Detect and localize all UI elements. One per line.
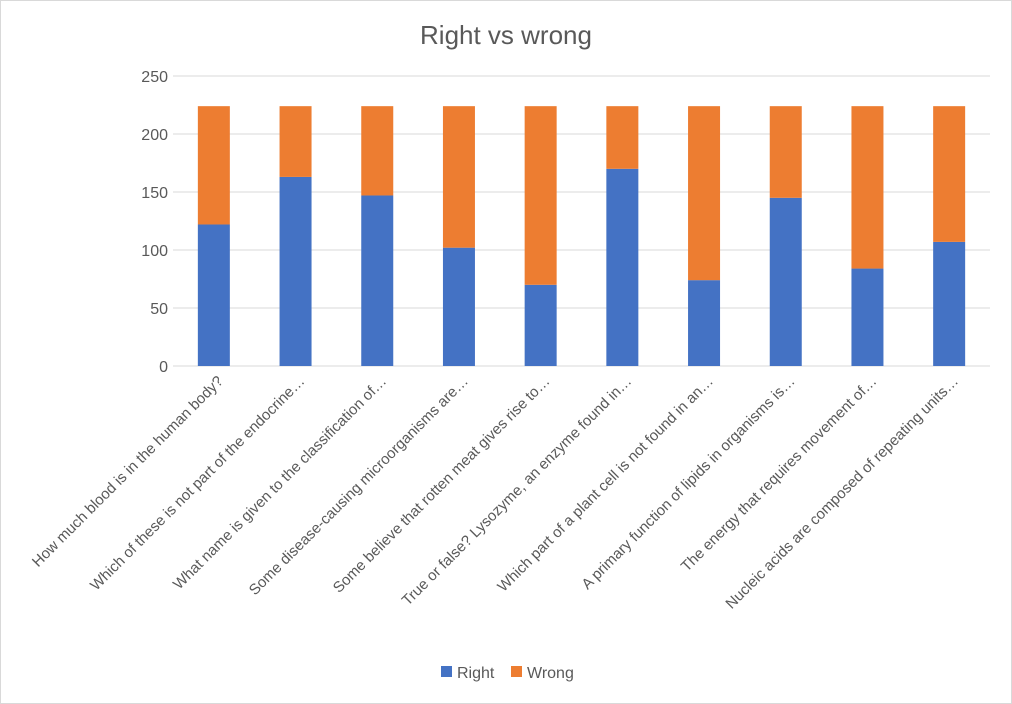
bar-wrong-2 (279, 106, 312, 177)
bar-right-5 (524, 284, 557, 366)
bar-wrong-1 (197, 106, 230, 225)
bar-right-6 (606, 168, 639, 366)
y-tick-label-150: 150 (141, 185, 168, 202)
bar-wrong-10 (933, 106, 966, 242)
bar-wrong-7 (688, 106, 721, 281)
y-tick-label-50: 50 (150, 301, 168, 318)
y-tick-label-200: 200 (141, 127, 168, 144)
chart-title: Right vs wrong (420, 20, 592, 50)
bar-right-8 (769, 197, 802, 366)
legend-label-right: Right (457, 665, 495, 682)
bar-right-3 (361, 195, 394, 366)
bar-wrong-8 (769, 106, 802, 198)
bar-right-10 (933, 241, 966, 366)
bar-right-7 (688, 280, 721, 366)
y-axis-ticks: 0 50 100 150 200 250 (141, 69, 168, 376)
x-axis-labels: How much blood is in the human body?Whic… (29, 373, 962, 613)
legend: Right Wrong (441, 665, 574, 682)
legend-swatch-wrong (511, 666, 522, 677)
bar-right-9 (851, 268, 884, 366)
bar-wrong-4 (442, 106, 475, 248)
bar-right-4 (442, 247, 475, 366)
bar-wrong-3 (361, 106, 394, 196)
y-tick-label-250: 250 (141, 69, 168, 86)
bar-right-1 (197, 224, 230, 366)
legend-label-wrong: Wrong (527, 665, 574, 682)
bar-wrong-5 (524, 106, 557, 285)
y-tick-label-100: 100 (141, 243, 168, 260)
bar-wrong-6 (606, 106, 639, 169)
bars (197, 106, 966, 366)
bar-right-2 (279, 176, 312, 366)
legend-swatch-right (441, 666, 452, 677)
bar-wrong-9 (851, 106, 884, 269)
y-tick-label-0: 0 (159, 359, 168, 376)
